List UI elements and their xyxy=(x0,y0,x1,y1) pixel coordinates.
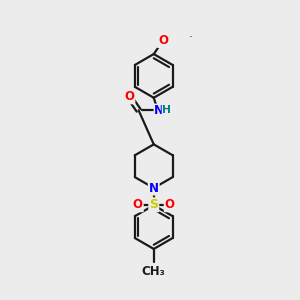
Text: O: O xyxy=(124,90,134,104)
Text: N: N xyxy=(154,104,164,117)
Text: O: O xyxy=(158,34,168,47)
Text: CH₃: CH₃ xyxy=(142,265,166,278)
Text: O: O xyxy=(133,198,143,211)
Text: H: H xyxy=(162,105,171,115)
Text: N: N xyxy=(149,182,159,194)
Text: O: O xyxy=(165,198,175,211)
Text: S: S xyxy=(149,198,158,211)
